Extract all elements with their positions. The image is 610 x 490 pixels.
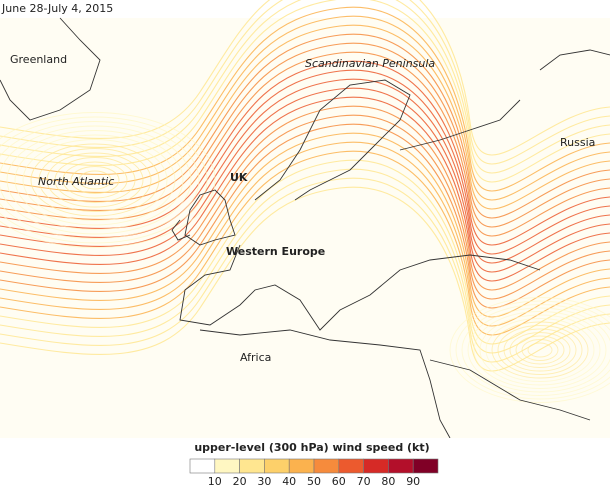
jet-streamline xyxy=(0,87,610,273)
eddy-streamline xyxy=(62,161,128,199)
jet-streamline xyxy=(0,78,610,264)
eddy-streamline xyxy=(449,297,610,403)
coastlines xyxy=(0,17,610,439)
legend-tick-label: 50 xyxy=(307,475,321,488)
eddy-streamline xyxy=(515,335,565,365)
jet-streamline xyxy=(0,114,610,300)
jet-streamline xyxy=(0,0,610,174)
legend-tick-label: 60 xyxy=(332,475,346,488)
eddy-streamline xyxy=(503,328,577,372)
eddy-streamline xyxy=(485,318,595,382)
legend-tick-label: 40 xyxy=(282,475,296,488)
jet-streamline xyxy=(0,168,610,354)
region-label: Africa xyxy=(240,351,271,364)
eddy-streamline xyxy=(479,314,601,386)
legend-swatch xyxy=(363,458,389,474)
region-label: UK xyxy=(230,171,248,184)
legend-tick-label: 70 xyxy=(357,475,371,488)
jet-streamline xyxy=(0,33,610,219)
eddy-streamline xyxy=(455,300,610,400)
eddy-streamline xyxy=(46,152,144,208)
legend-title: upper-level (300 hPa) wind speed (kt) xyxy=(194,441,429,454)
jet-streamline xyxy=(0,0,610,165)
eddy-streamline xyxy=(521,339,559,361)
legend-swatch xyxy=(412,458,439,474)
legend-tick-label: 30 xyxy=(257,475,271,488)
jet-streamline xyxy=(0,24,610,210)
legend-swatch xyxy=(288,458,315,474)
legend-swatch xyxy=(338,458,364,474)
legend-swatch xyxy=(264,458,290,474)
jet-streamline xyxy=(0,42,610,228)
region-label: North Atlantic xyxy=(38,175,114,188)
eddy-streamline xyxy=(0,116,208,244)
region-label: Greenland xyxy=(10,53,67,66)
eddy-streamline xyxy=(0,121,200,239)
eddy-streamline xyxy=(22,139,168,221)
legend-tick-label: 10 xyxy=(208,475,222,488)
region-label: Scandinavian Peninsula xyxy=(305,57,435,70)
legend-swatch xyxy=(313,458,340,474)
eddy-streamline xyxy=(30,143,160,217)
legend-swatch xyxy=(388,458,414,474)
jet-streamline xyxy=(0,60,610,246)
map-title: June 28-July 4, 2015 xyxy=(1,2,113,15)
eddy-streamline xyxy=(0,125,192,235)
legend-swatch xyxy=(239,458,265,474)
jet-streamline xyxy=(0,15,610,201)
eddy-streamline xyxy=(527,342,553,358)
jet-streamline xyxy=(0,186,610,372)
jet-streamline xyxy=(0,96,610,282)
region-label: Western Europe xyxy=(226,245,325,258)
eddy-streamline xyxy=(491,321,589,379)
jet-streamline xyxy=(0,0,610,156)
legend-swatch xyxy=(214,458,240,474)
eddy-streamline xyxy=(14,134,176,226)
region-label: Russia xyxy=(560,136,595,149)
legend-tick-label: 20 xyxy=(233,475,247,488)
eddy-streamline xyxy=(467,307,610,393)
eddy-streamline xyxy=(78,170,112,190)
eddy-streamline xyxy=(6,130,184,230)
eddy-streamline xyxy=(0,112,216,248)
eddy-streamline xyxy=(497,325,583,375)
eddy-streamline xyxy=(461,304,610,396)
eddy-streamline xyxy=(509,332,571,368)
jet-streamline xyxy=(0,177,610,363)
eddy-streamline xyxy=(70,166,120,194)
legend-tick-label: 90 xyxy=(406,475,420,488)
jet-streamline xyxy=(0,159,610,345)
eddy-streamline xyxy=(54,157,136,203)
legend-swatch xyxy=(189,458,216,474)
eddy-streamline xyxy=(473,311,607,389)
jet-streamline xyxy=(0,105,610,291)
legend-tick-label: 80 xyxy=(381,475,395,488)
eddy-streamline xyxy=(38,148,152,212)
legend: 10 20 30 40 50 60 70 80 90 xyxy=(189,458,439,488)
streamlines xyxy=(0,0,610,403)
jet-streamline xyxy=(0,150,610,336)
